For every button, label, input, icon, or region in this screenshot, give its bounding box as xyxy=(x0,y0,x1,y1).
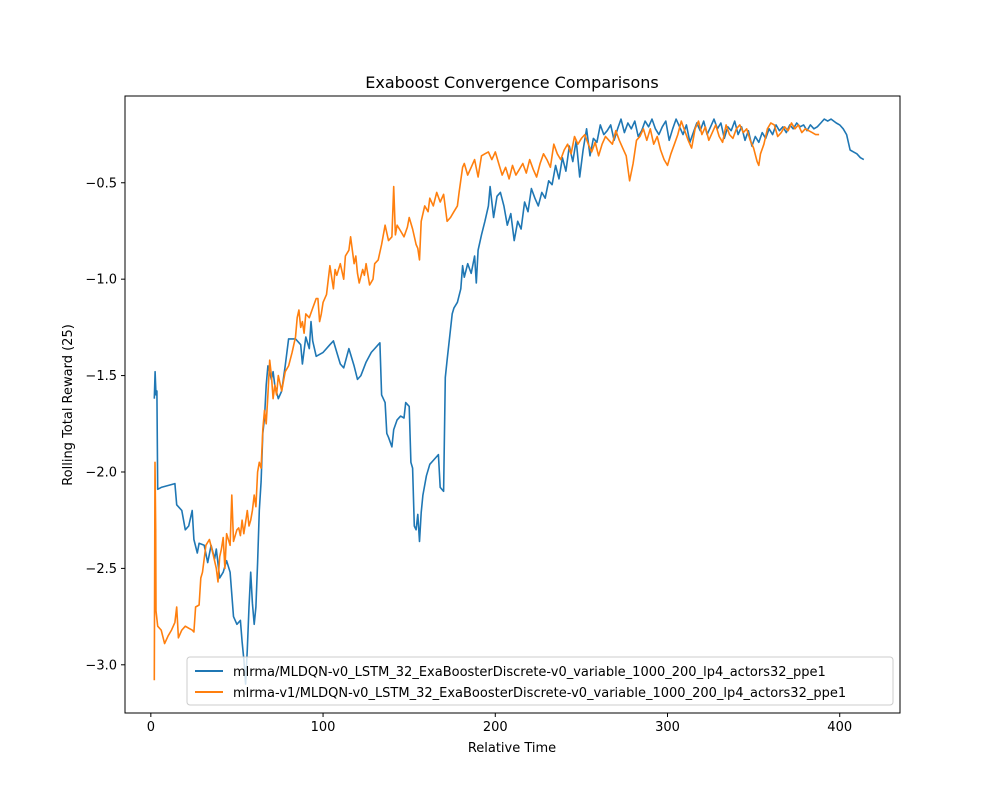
y-tick-label: −1.0 xyxy=(85,273,117,288)
series-group xyxy=(153,118,865,685)
y-tick-label: −2.5 xyxy=(85,562,117,577)
legend: mlrma/MLDQN-v0_LSTM_32_ExaBoosterDiscret… xyxy=(186,656,894,706)
x-axis: 0 100 200 300 400 xyxy=(147,713,852,735)
x-tick-label: 100 xyxy=(311,720,336,735)
y-tick-label: −3.0 xyxy=(85,658,117,673)
y-axis-label: Rolling Total Reward (25) xyxy=(61,324,76,486)
x-tick-label: 300 xyxy=(655,720,680,735)
x-tick-label: 400 xyxy=(827,720,852,735)
legend-box xyxy=(186,656,894,706)
x-axis-label: Relative Time xyxy=(468,741,556,756)
y-tick-label: −0.5 xyxy=(85,176,117,191)
series-line-1 xyxy=(153,118,865,685)
y-tick-label: −2.0 xyxy=(85,465,117,480)
y-axis: −3.0 −2.5 −2.0 −1.5 −1.0 −0.5 xyxy=(85,176,125,673)
x-tick-label: 200 xyxy=(483,720,508,735)
chart-title: Exaboost Convergence Comparisons xyxy=(365,73,659,92)
x-tick-label: 0 xyxy=(147,720,155,735)
series-line-2 xyxy=(153,120,820,681)
legend-label-series-1: mlrma/MLDQN-v0_LSTM_32_ExaBoosterDiscret… xyxy=(233,665,826,680)
plot-frame xyxy=(124,95,901,714)
y-tick-label: −1.5 xyxy=(85,369,117,384)
legend-label-series-2: mlrma-v1/MLDQN-v0_LSTM_32_ExaBoosterDisc… xyxy=(233,686,846,701)
